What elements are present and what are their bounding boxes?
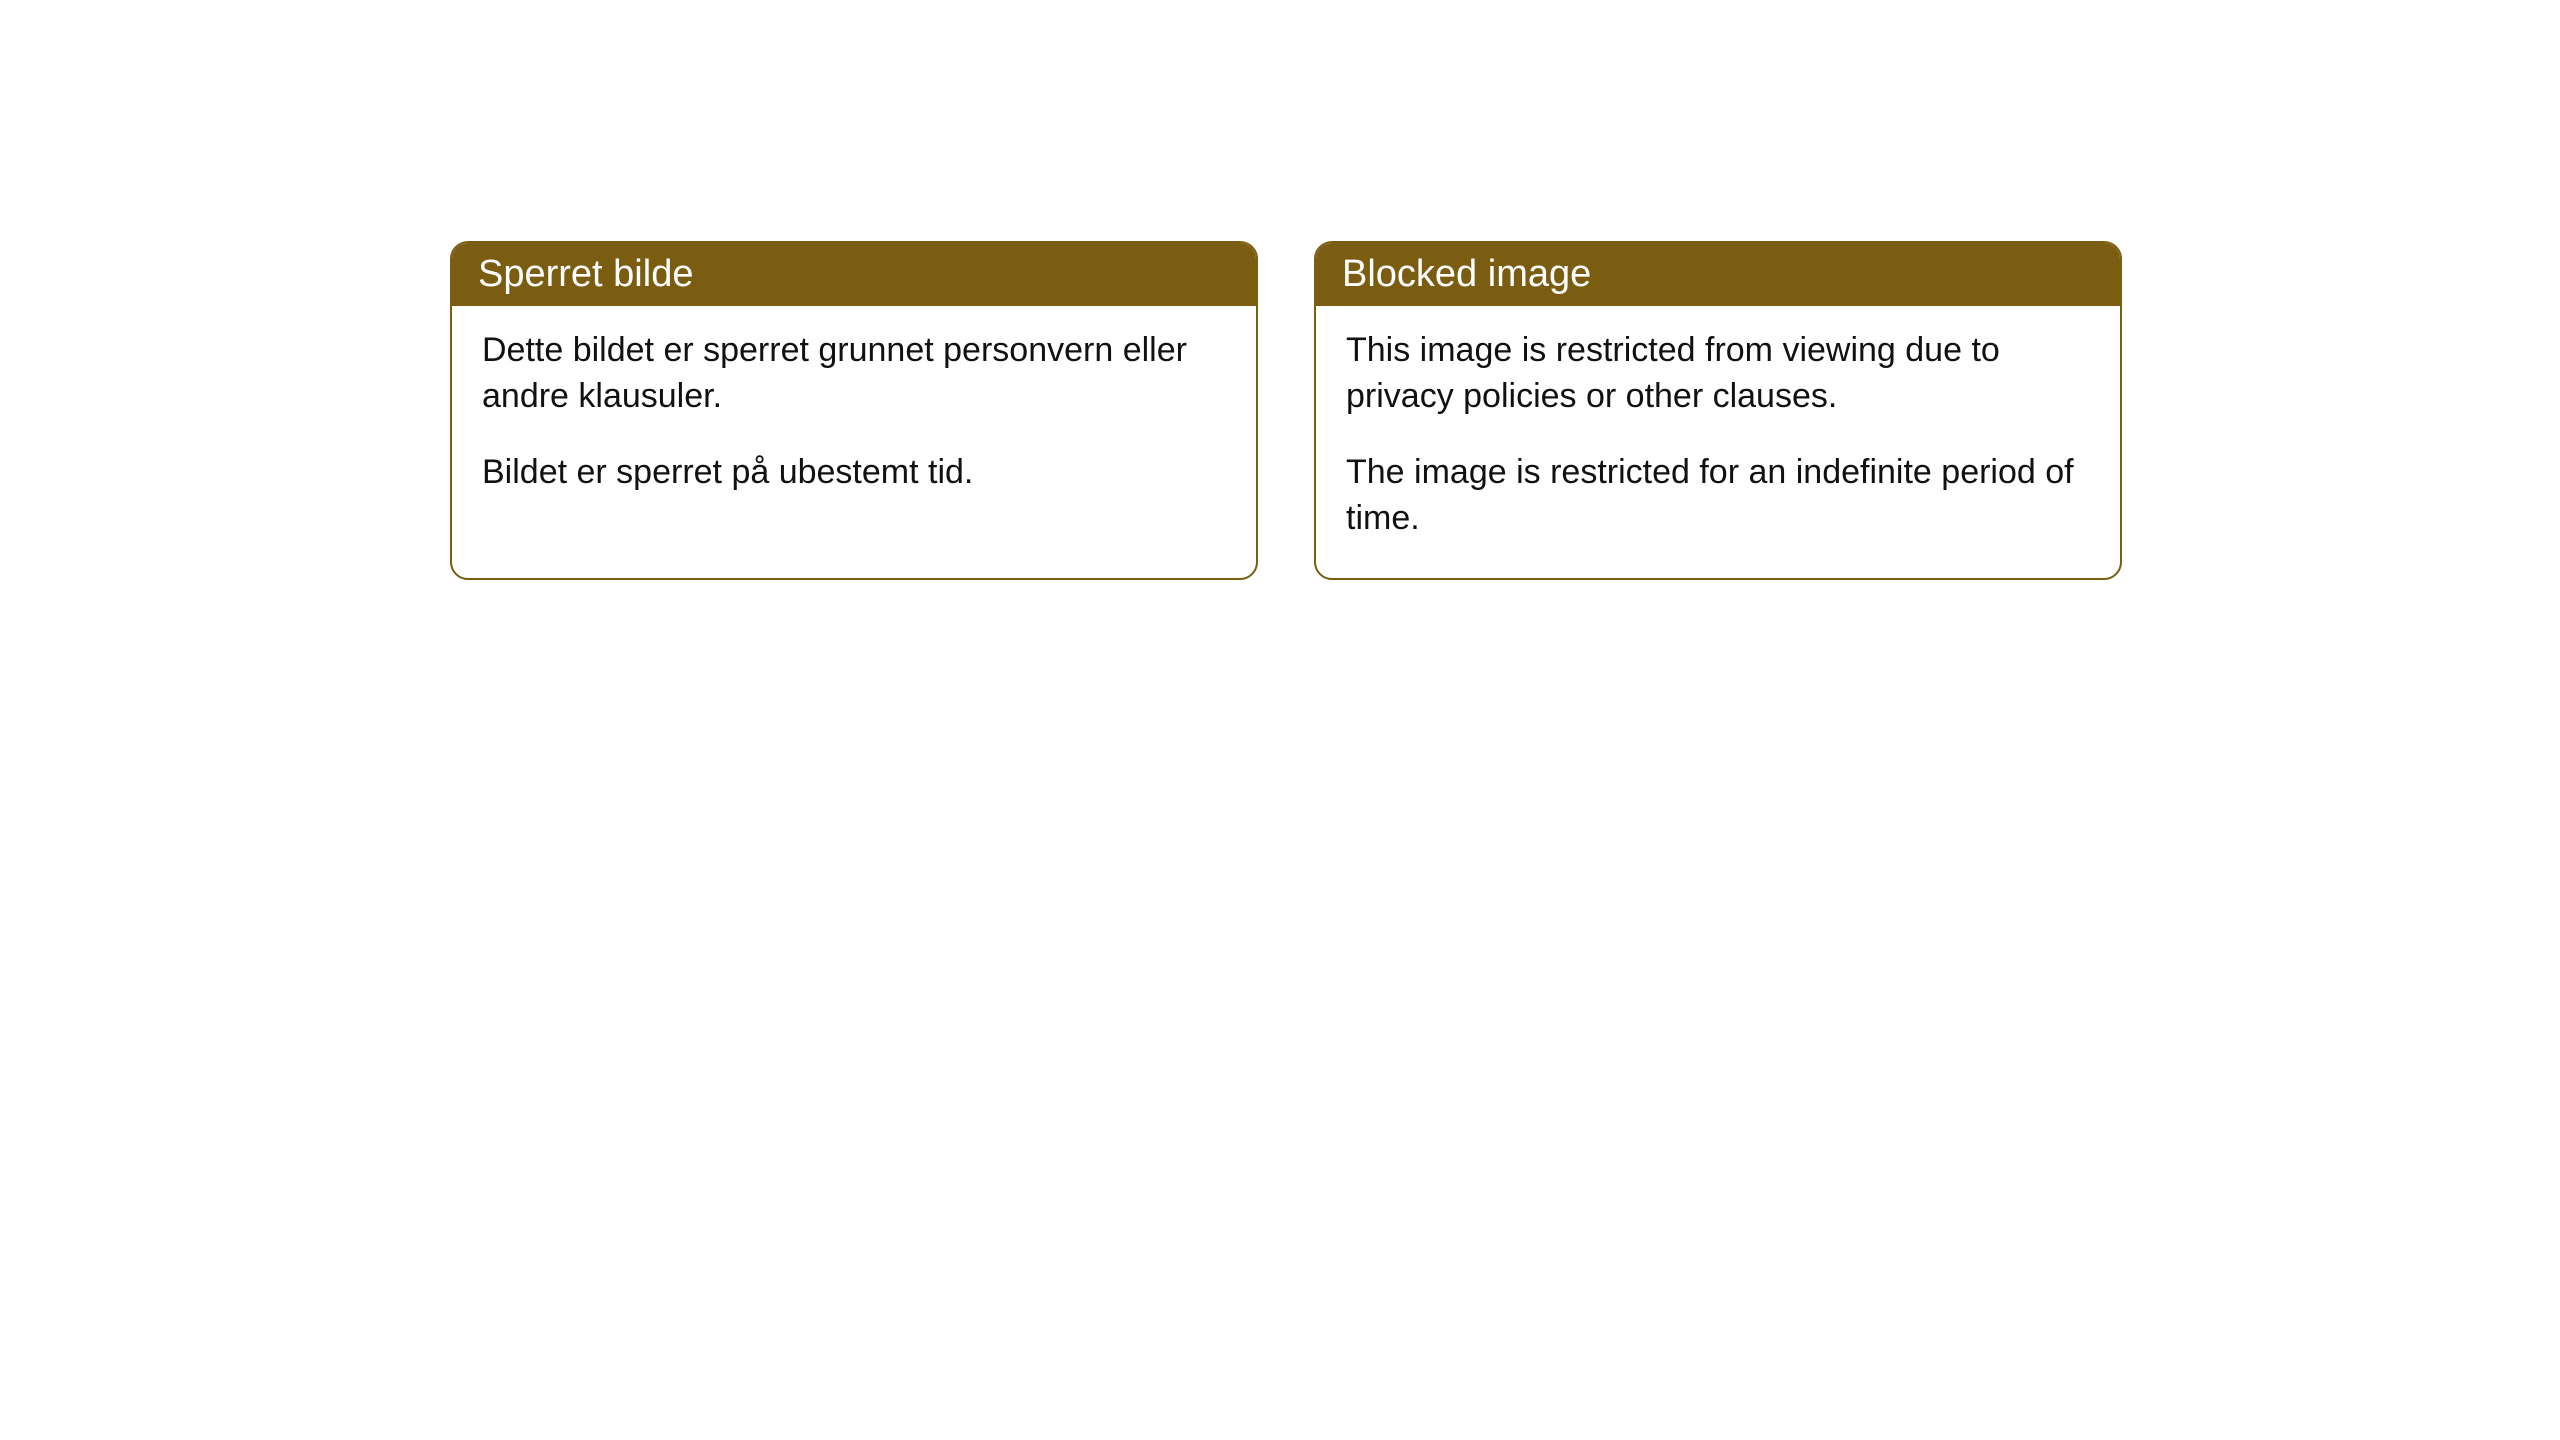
notice-box-english: Blocked image This image is restricted f… xyxy=(1314,241,2122,580)
notice-header-norwegian: Sperret bilde xyxy=(452,243,1256,306)
notice-container: Sperret bilde Dette bildet er sperret gr… xyxy=(450,241,2122,580)
notice-box-norwegian: Sperret bilde Dette bildet er sperret gr… xyxy=(450,241,1258,580)
notice-body-norwegian: Dette bildet er sperret grunnet personve… xyxy=(452,306,1256,532)
notice-paragraph-2: Bildet er sperret på ubestemt tid. xyxy=(482,450,1226,496)
notice-paragraph-2: The image is restricted for an indefinit… xyxy=(1346,450,2090,542)
notice-paragraph-1: This image is restricted from viewing du… xyxy=(1346,328,2090,420)
notice-body-english: This image is restricted from viewing du… xyxy=(1316,306,2120,578)
notice-header-english: Blocked image xyxy=(1316,243,2120,306)
notice-paragraph-1: Dette bildet er sperret grunnet personve… xyxy=(482,328,1226,420)
